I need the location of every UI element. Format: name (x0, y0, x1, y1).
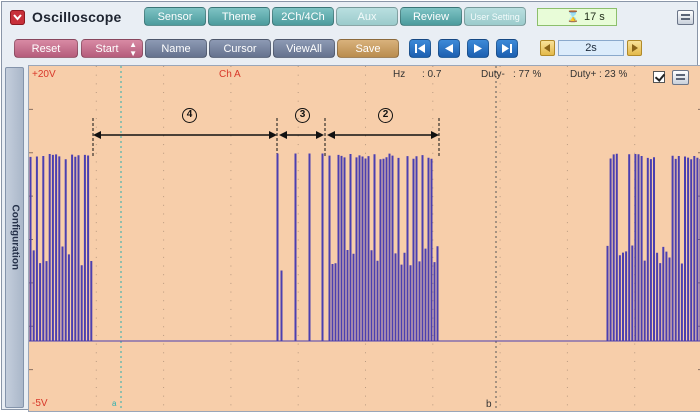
start-button-label: Start (95, 43, 119, 55)
annotation-4: 4 (182, 108, 197, 123)
configuration-label: Configuration (9, 204, 21, 271)
waveform-plot (29, 66, 700, 411)
channel-label: Ch A (219, 69, 241, 80)
annotation-arrowhead (431, 131, 439, 139)
y-min-label: -5V (32, 398, 48, 409)
skip-to-start-icon[interactable] (409, 39, 431, 58)
configuration-tab[interactable]: Configuration (5, 67, 24, 408)
step-forward-icon[interactable] (467, 39, 489, 58)
annotation-arrowhead (316, 131, 324, 139)
duty-minus-label: Duty- (481, 69, 505, 80)
duty-minus-value: : 77 % (513, 69, 542, 80)
cursor-a-label: a (112, 399, 117, 408)
aux-button[interactable]: Aux (336, 7, 398, 26)
cursor-button[interactable]: Cursor (209, 39, 271, 58)
window-menu-icon[interactable] (677, 10, 694, 25)
recording-timer: ⌛ 17 s (537, 8, 617, 26)
name-button[interactable]: Name (145, 39, 207, 58)
view-all-button[interactable]: ViewAll (273, 39, 335, 58)
display-checkbox[interactable] (653, 71, 665, 83)
step-back-icon[interactable] (438, 39, 460, 58)
time-div-value: 2s (558, 40, 624, 56)
annotation-arrowhead (327, 131, 335, 139)
updown-icon: ▲ ▼ (129, 40, 137, 58)
duty-plus-value: : 23 % (599, 69, 628, 80)
time-div-decrease-icon[interactable] (540, 40, 555, 56)
scope-display[interactable]: +20V Ch A Hz : 0.7 Duty- : 77 % Duty+ : … (28, 65, 700, 412)
user-setting-button[interactable]: User Setting (464, 7, 526, 26)
skip-to-end-icon[interactable] (496, 39, 518, 58)
sensor-button[interactable]: Sensor (144, 7, 206, 26)
reset-button[interactable]: Reset (14, 39, 78, 58)
save-button[interactable]: Save (337, 39, 399, 58)
timer-value: 17 s (584, 11, 605, 23)
app-logo-icon[interactable] (10, 10, 25, 25)
time-div-increase-icon[interactable] (627, 40, 642, 56)
start-button[interactable]: Start ▲ ▼ (81, 39, 143, 58)
annotation-3: 3 (295, 108, 310, 123)
annotation-arrowhead (279, 131, 287, 139)
panel-menu-icon[interactable] (672, 70, 689, 85)
annotation-arrowhead (93, 131, 101, 139)
app-title: Oscilloscope (32, 9, 122, 25)
annotation-arrowhead (269, 131, 277, 139)
review-button[interactable]: Review (400, 7, 462, 26)
duty-plus-label: Duty+ (570, 69, 597, 80)
hz-label: Hz (393, 69, 406, 80)
hz-value: : 0.7 (422, 69, 442, 80)
y-max-label: +20V (32, 69, 56, 80)
cursor-b-label: b (486, 399, 492, 410)
annotation-2: 2 (378, 108, 393, 123)
channels-button[interactable]: 2Ch/4Ch (272, 7, 334, 26)
hourglass-icon: ⌛ (566, 11, 580, 23)
waveform-trace (29, 153, 700, 342)
theme-button[interactable]: Theme (208, 7, 270, 26)
